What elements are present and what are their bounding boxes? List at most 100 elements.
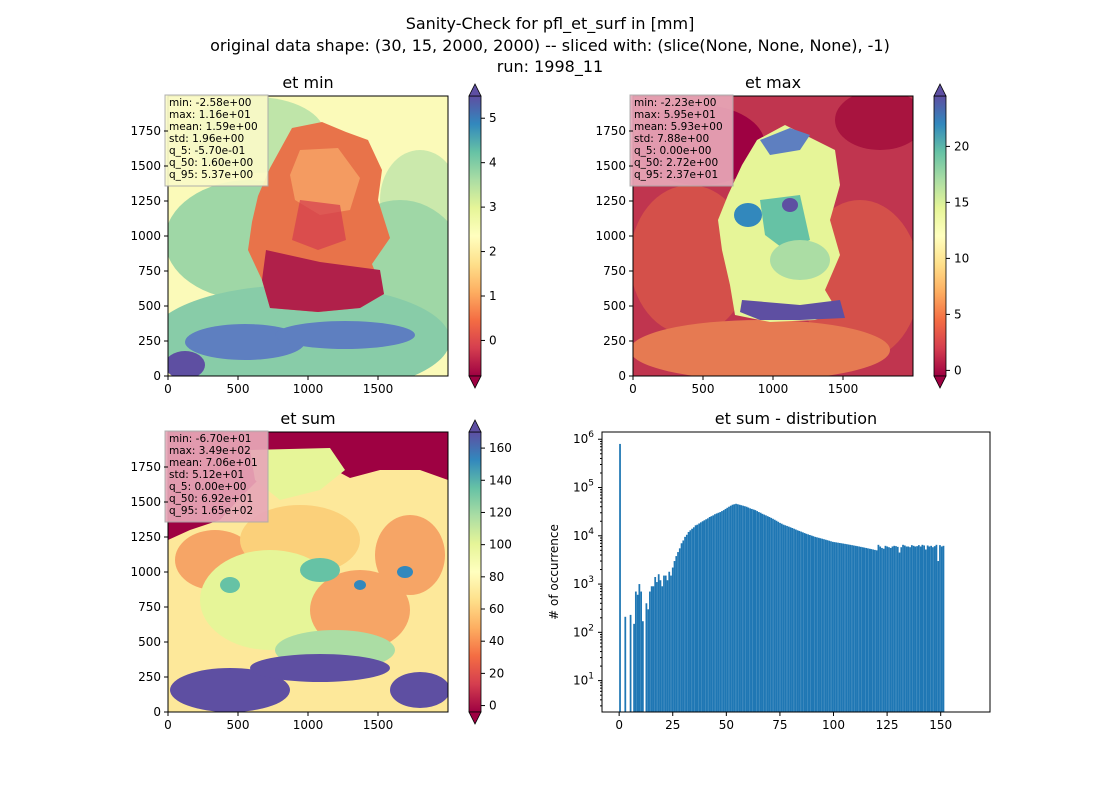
histogram-bar [743, 506, 746, 712]
histogram-bar [909, 547, 911, 712]
colorbar-tick-label: 20 [489, 666, 504, 680]
y-tick-label: 0 [153, 369, 161, 383]
y-tick-label: 1500 [595, 159, 626, 173]
stats-box [164, 430, 269, 523]
histogram-bar [810, 535, 813, 712]
histogram-bar [726, 507, 729, 712]
y-tick-label: 1000 [130, 565, 161, 579]
histogram-bar [694, 525, 697, 712]
histogram-bar [678, 548, 681, 712]
histogram-bar [881, 547, 883, 712]
histogram-bar [682, 540, 685, 712]
colorbar-tick-label: 5 [954, 307, 962, 321]
y-axis: 0 250 500 750 1000 1250 1500 1750 [130, 124, 168, 383]
colorbar-gradient [933, 95, 947, 377]
colorbar: 0 5 10 15 20 [933, 83, 969, 389]
x-axis: 0 500 1000 1500 [629, 376, 858, 396]
y-tick-label: 1750 [595, 124, 626, 138]
histogram-bar [798, 530, 801, 712]
histogram-bar [823, 539, 825, 712]
histogram-bar [647, 609, 650, 712]
histogram-bar [652, 586, 655, 712]
histogram-bar [838, 542, 841, 712]
histogram-bar [670, 575, 672, 712]
histogram-bar [701, 521, 704, 712]
histogram-bar [659, 580, 662, 712]
histogram-bar [666, 580, 669, 712]
histogram-bar [717, 512, 720, 712]
histogram-bar [752, 509, 755, 712]
histogram-bar [656, 582, 658, 712]
colorbar-tick-label: 60 [489, 602, 504, 616]
x-tick-label: 0 [164, 718, 172, 732]
y-tick-label: 1000 [595, 229, 626, 243]
colorbar-extend-min [468, 711, 482, 725]
colorbar-tick-label: 0 [489, 333, 497, 347]
histogram-bar [817, 537, 820, 712]
histogram-bar [830, 541, 832, 712]
stats-line: q_50: 6.92e+01 [169, 493, 253, 505]
histogram-bar [736, 504, 739, 712]
histogram-bar [638, 584, 641, 712]
y-tick-label: 101 [573, 672, 594, 688]
histogram-bar [685, 534, 688, 712]
stats-line: q_95: 2.37e+01 [634, 169, 718, 181]
histogram-bar [875, 550, 878, 712]
histogram-bar [787, 526, 790, 712]
x-tick-label: 1000 [293, 382, 324, 396]
y-tick-label: 1250 [595, 194, 626, 208]
histogram-bar [724, 508, 727, 712]
colorbar: 0 20 40 60 80 100 120 140 160 [468, 419, 512, 725]
histogram-bar [856, 546, 859, 712]
histogram-bar [928, 546, 931, 712]
histogram-bar [692, 527, 695, 712]
histogram-bar [859, 546, 862, 712]
histogram-bar [910, 545, 913, 712]
histogram-bar [900, 547, 903, 712]
x-tick-label: 1500 [363, 382, 394, 396]
histogram-bar [861, 547, 864, 712]
histogram-bar [933, 546, 936, 712]
histogram-bar [680, 543, 683, 712]
colorbar-tick-label: 0 [489, 699, 497, 713]
histogram-bar [882, 548, 885, 712]
x-tick-label: 25 [665, 718, 680, 732]
stats-list: min: -2.58e+00 max: 1.16e+01 mean: 1.59e… [169, 97, 258, 181]
histogram-bar [895, 546, 897, 712]
stats-line: min: -6.70e+01 [169, 433, 251, 445]
stats-line: q_5: -5.70e-01 [169, 145, 245, 157]
histogram-bar [932, 547, 934, 712]
y-axis: 0 250 500 750 1000 1250 1500 1750 [130, 460, 168, 719]
histogram-bar [801, 532, 804, 712]
histogram-bar [696, 524, 699, 712]
histogram-bar [863, 547, 866, 712]
colorbar-tick-label: 20 [954, 139, 969, 153]
histogram-bar [749, 508, 751, 712]
x-tick-label: 0 [629, 382, 637, 396]
histogram-bar [634, 591, 637, 712]
panel-et-max: et max min: -2.23e+00 max: 5.95e+01 mean… [595, 73, 969, 396]
histogram-bar [912, 545, 915, 712]
y-tick-label: 750 [603, 264, 626, 278]
histogram-bar [874, 549, 876, 712]
x-tick-label: 500 [227, 718, 250, 732]
histogram-bar [891, 546, 894, 712]
histogram-bar [872, 549, 875, 712]
histogram-bar [814, 536, 817, 712]
panel-title: et max [745, 73, 801, 92]
histogram-bar [808, 534, 811, 712]
histogram-bar [645, 603, 648, 712]
histogram-bar [870, 549, 873, 712]
y-tick-label: 104 [573, 527, 594, 543]
y-tick-label: 1750 [130, 124, 161, 138]
histogram-bar [640, 591, 643, 712]
stats-line: mean: 1.59e+00 [169, 121, 258, 133]
stats-line: min: -2.58e+00 [169, 97, 251, 109]
histogram-bar [707, 518, 709, 712]
heatmap-image [168, 96, 448, 376]
colorbar-tick-label: 40 [489, 634, 504, 648]
histogram-bar [675, 556, 678, 712]
histogram-bar [712, 515, 715, 712]
stats-line: max: 3.49e+02 [169, 445, 251, 457]
